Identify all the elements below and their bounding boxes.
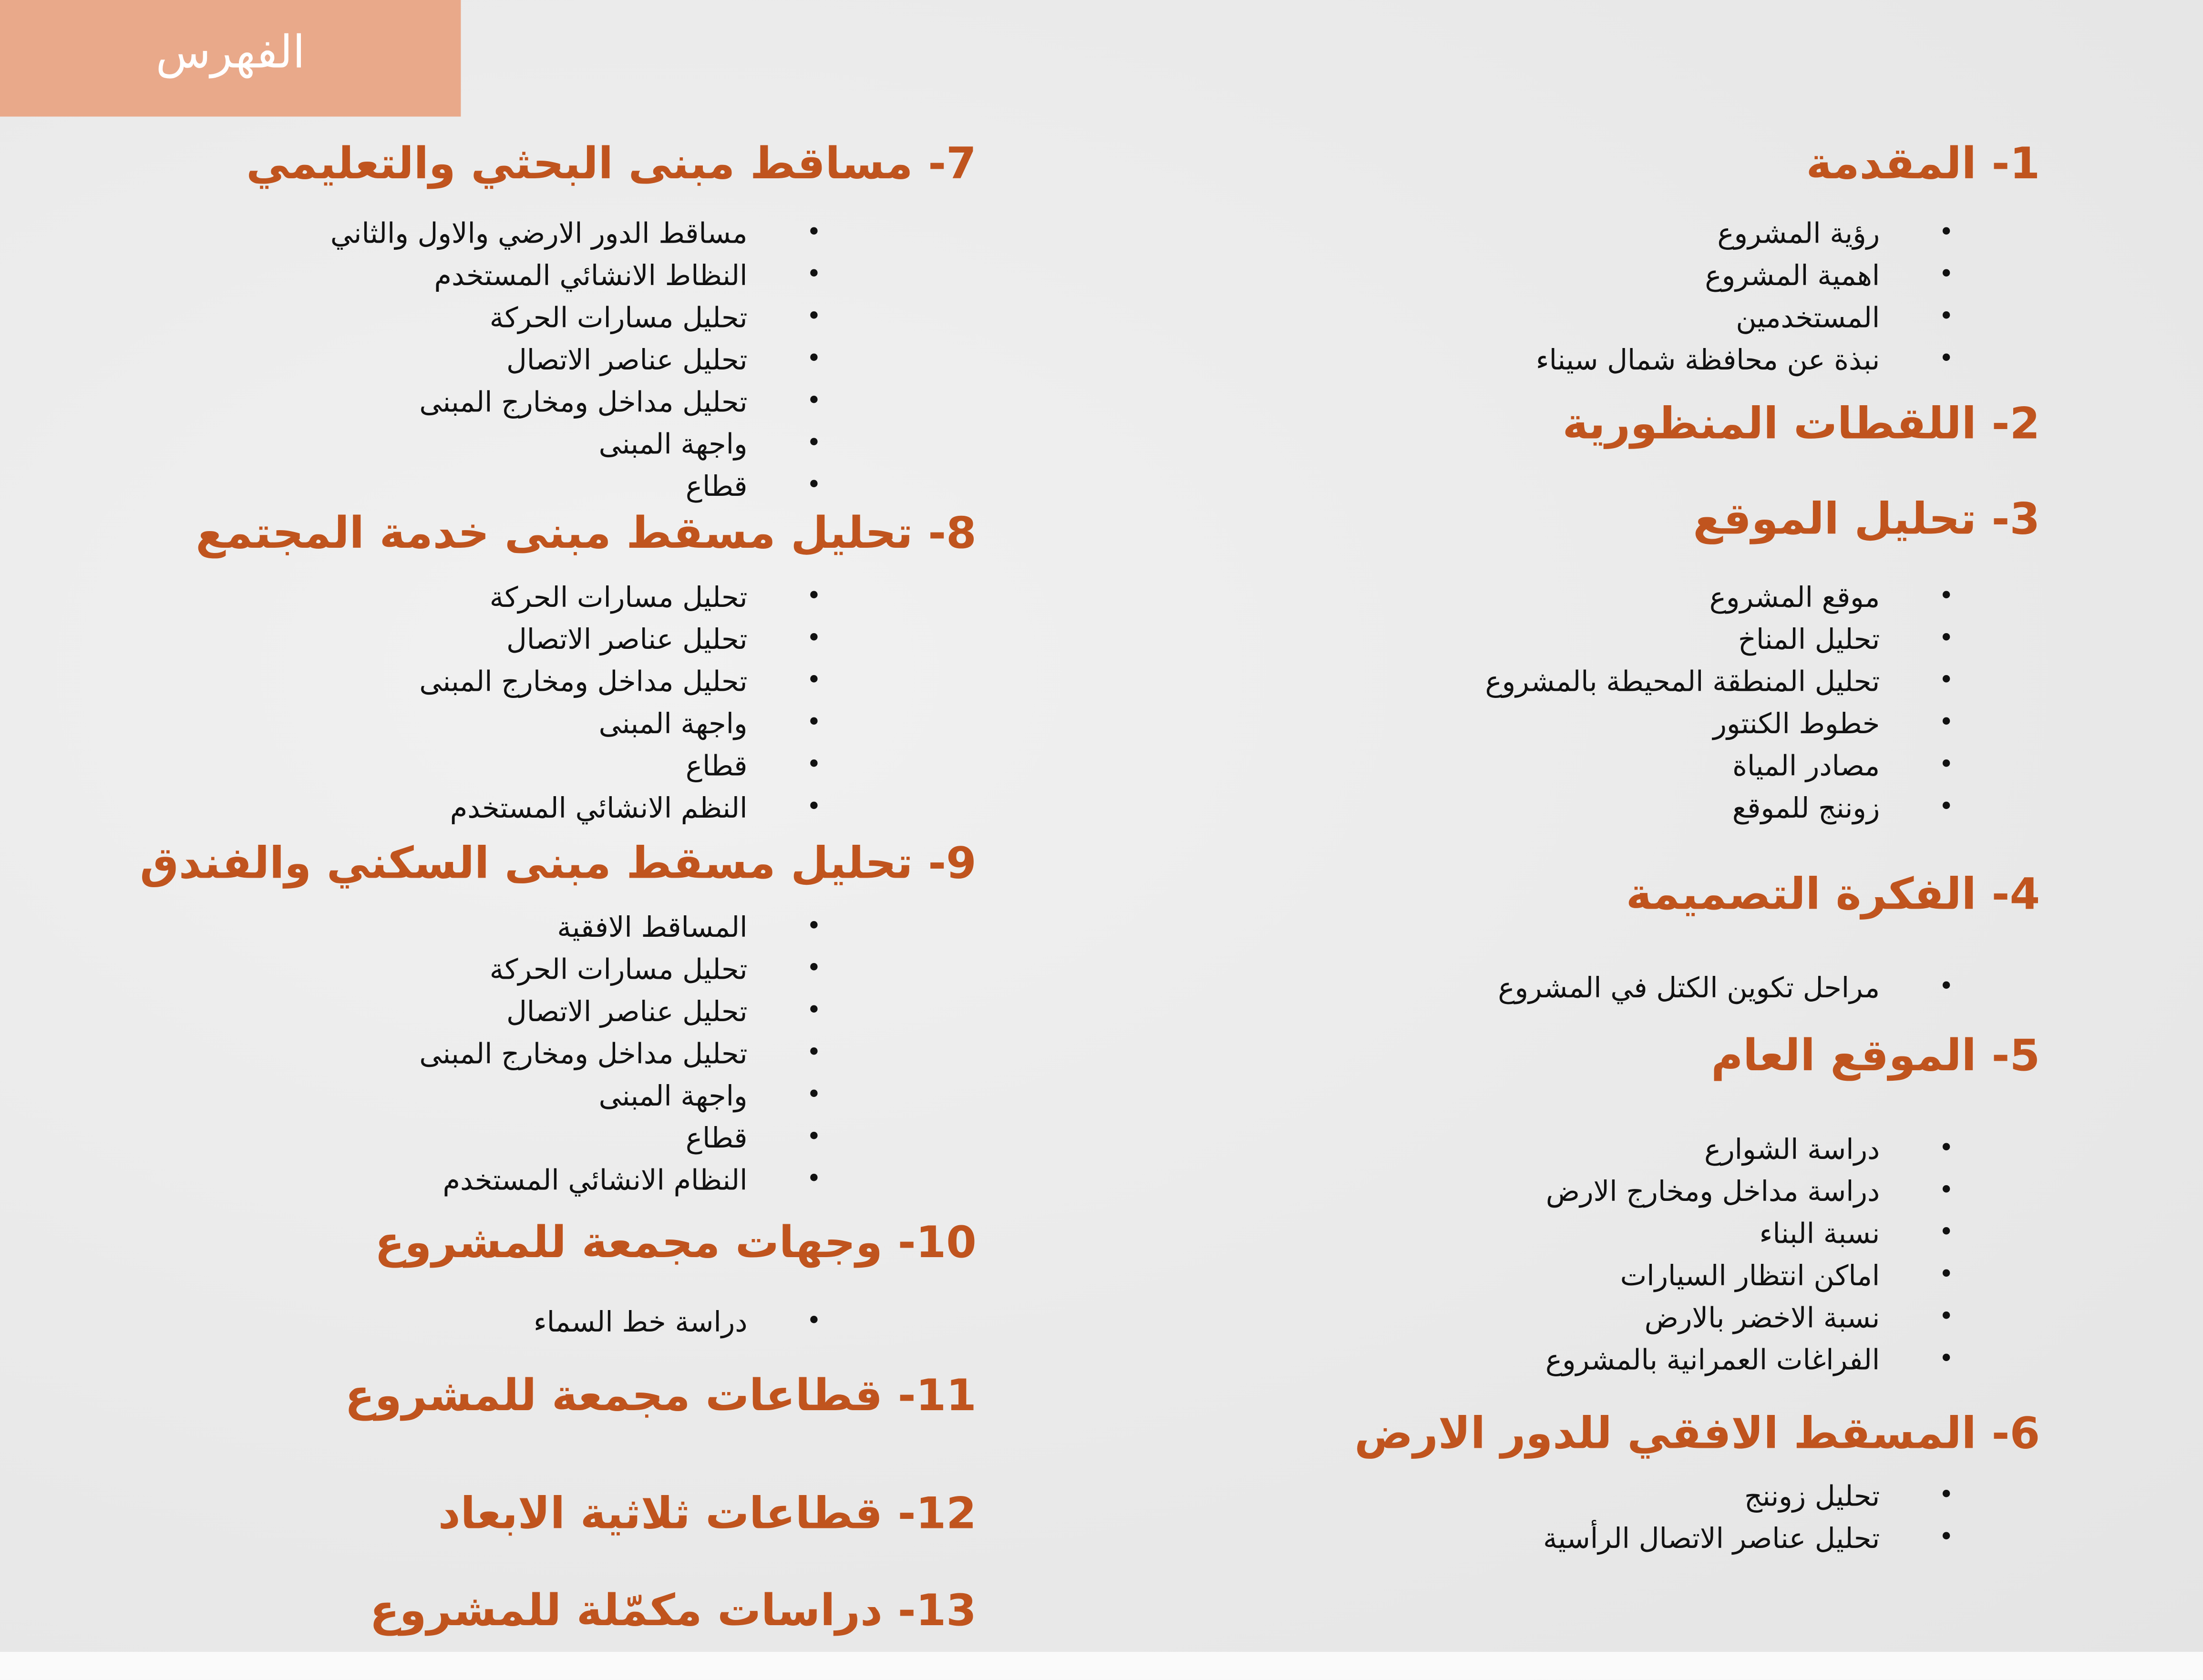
list-item: قطاع (685, 1121, 748, 1155)
section-heading-9: 9- تحليل مسقط مبنى السكني والفندق (140, 839, 977, 890)
bullet-icon: • (806, 217, 822, 247)
list-item: تحليل المنطقة المحيطة بالمشروع (1485, 664, 1880, 698)
list-item: واجهة المبنى (598, 1078, 748, 1113)
page-title: الفهرس (155, 25, 305, 79)
section-heading-5: 5- الموقع العام (1711, 1031, 2040, 1082)
list-item: تحليل عناصر الاتصال (506, 622, 748, 656)
list-item: اماكن انتظار السيارات (1620, 1258, 1880, 1292)
bullet-icon: • (806, 624, 822, 654)
title-banner (0, 0, 461, 117)
bullet-icon: • (1939, 972, 1954, 1002)
bullet-icon: • (806, 995, 822, 1025)
section-heading-11: 11- قطاعات مجمعة للمشروع (345, 1371, 977, 1422)
list-item: تحليل مداخل ومخارج المبنى (419, 385, 748, 419)
bullet-icon: • (806, 1038, 822, 1068)
bullet-icon: • (1939, 1218, 1954, 1248)
section-heading-4: 4- الفكرة التصميمة (1626, 869, 2040, 920)
list-item: المستخدمين (1736, 300, 1880, 335)
bullet-icon: • (806, 953, 822, 983)
list-item: النظاط الانشائي المستخدم (434, 258, 748, 292)
bullet-icon: • (806, 344, 822, 374)
bullet-icon: • (1939, 217, 1954, 247)
bullet-icon: • (806, 666, 822, 696)
list-item: النظام الانشائي المستخدم (443, 1163, 748, 1197)
list-item: نبذة عن محافظة شمال سيناء (1535, 342, 1880, 377)
section-heading-13: 13- دراسات مكمّلة للمشروع (370, 1586, 977, 1637)
list-item: دراسة الشوارع (1704, 1132, 1880, 1166)
bullet-icon: • (1939, 1302, 1954, 1332)
section-heading-10: 10- وجهات مجمعة للمشروع (375, 1218, 977, 1269)
bullet-icon: • (806, 581, 822, 611)
list-item: قطاع (685, 748, 748, 783)
bullet-icon: • (806, 302, 822, 332)
section-heading-8: 8- تحليل مسقط مبنى خدمة المجتمع (196, 508, 977, 559)
bullet-icon: • (1939, 1260, 1954, 1290)
bullet-icon: • (1939, 750, 1954, 780)
section-heading-12: 12- قطاعات ثلاثية الابعاد (438, 1489, 977, 1540)
list-item: موقع المشروع (1709, 580, 1880, 614)
list-item: تحليل عناصر الاتصال (506, 994, 748, 1028)
list-item: المساقط الافقية (557, 910, 748, 944)
list-item: زوننج للموقع (1732, 790, 1880, 825)
bullet-icon: • (1939, 666, 1954, 696)
bullet-icon: • (806, 471, 822, 500)
list-item: نسبة الاخضر بالارض (1644, 1301, 1880, 1335)
bullet-icon: • (806, 428, 822, 458)
bullet-icon: • (1939, 1133, 1954, 1163)
bullet-icon: • (806, 792, 822, 822)
list-item: تحليل المناخ (1738, 622, 1880, 656)
list-item: مصادر المياة (1732, 748, 1880, 783)
list-item: تحليل مسارات الحركة (489, 952, 748, 986)
list-item: مراحل تكوين الكتل في المشروع (1498, 970, 1880, 1004)
list-item: مساقط الدور الارضي والاول والثاني (330, 216, 748, 250)
bullet-icon: • (806, 1164, 822, 1194)
bullet-icon: • (1939, 581, 1954, 611)
bullet-icon: • (1939, 707, 1954, 738)
list-item: واجهة المبنى (598, 707, 748, 740)
section-heading-2: 2- اللقطات المنظورية (1562, 399, 2040, 450)
bullet-icon: • (1939, 344, 1954, 374)
list-item: اهمية المشروع (1705, 258, 1880, 292)
bullet-icon: • (806, 1080, 822, 1110)
bullet-icon: • (806, 750, 822, 780)
list-item: نسبة البناء (1759, 1216, 1880, 1250)
list-item: رؤية المشروع (1717, 216, 1880, 250)
section-heading-1: 1- المقدمة (1806, 139, 2040, 190)
bullet-icon: • (1939, 302, 1954, 332)
bullet-icon: • (1939, 792, 1954, 822)
bullet-icon: • (1939, 1480, 1954, 1510)
bullet-icon: • (806, 912, 822, 942)
list-item: قطاع (685, 469, 748, 503)
list-item: تحليل مداخل ومخارج المبنى (419, 1036, 748, 1071)
bullet-icon: • (1939, 1176, 1954, 1206)
section-heading-7: 7- مساقط مبنى البحثي والتعليمي (246, 139, 977, 190)
bullet-icon: • (1939, 1522, 1954, 1552)
section-heading-3: 3- تحليل الموقع (1693, 494, 2040, 545)
bullet-icon: • (806, 386, 822, 416)
list-item: خطوط الكنتور (1713, 707, 1880, 740)
bullet-icon: • (1939, 1344, 1954, 1374)
list-item: واجهة المبنى (598, 427, 748, 461)
section-heading-6: 6- المسقط الافقي للدور الارض (1354, 1409, 2040, 1460)
bullet-icon: • (806, 260, 822, 289)
list-item: تحليل زوننج (1744, 1479, 1880, 1513)
bullet-icon: • (806, 1122, 822, 1152)
list-item: دراسة مداخل ومخارج الارض (1545, 1174, 1880, 1208)
list-item: دراسة خط السماء (533, 1305, 748, 1339)
list-item: تحليل عناصر الاتصال (506, 342, 748, 377)
list-item: تحليل مسارات الحركة (489, 300, 748, 335)
bullet-icon: • (1939, 260, 1954, 289)
bullet-icon: • (806, 707, 822, 738)
bottom-strip (0, 1651, 2203, 1680)
bullet-icon: • (806, 1306, 822, 1336)
list-item: الفراغات العمرانية بالمشروع (1545, 1342, 1880, 1377)
list-item: تحليل مسارات الحركة (489, 580, 748, 614)
list-item: تحليل مداخل ومخارج المبنى (419, 664, 748, 698)
bullet-icon: • (1939, 624, 1954, 654)
list-item: النظم الانشائي المستخدم (450, 790, 748, 825)
list-item: تحليل عناصر الاتصال الرأسية (1543, 1521, 1880, 1555)
